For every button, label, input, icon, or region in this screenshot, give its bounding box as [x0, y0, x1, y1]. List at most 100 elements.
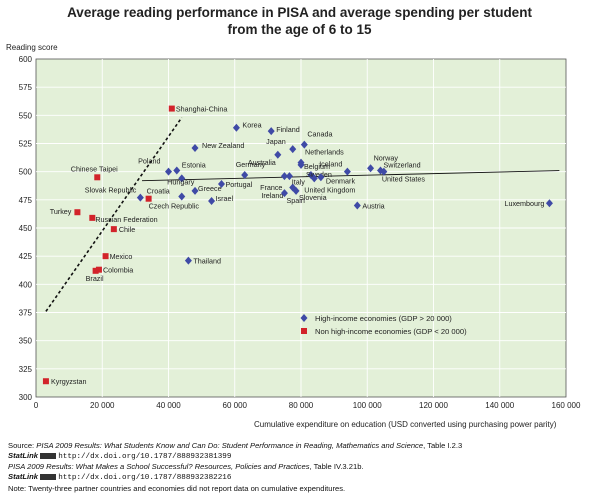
point-label: Netherlands [305, 148, 344, 157]
point-label: Portugal [226, 180, 253, 189]
statlink-label-1: StatLink [8, 451, 38, 460]
scatter-chart: 300 325 350 375 400 425 450 475 500 525 550 575 600 0… [6, 43, 581, 429]
point-label: Shanghai-China [176, 105, 228, 114]
x-tick-label: 0 [34, 401, 39, 410]
statlink-line-1: StatLink http://dx.doi.org/10.1787/88893… [8, 451, 593, 462]
point-label: Canada [307, 130, 332, 139]
data-point-high-income [300, 140, 308, 149]
point-label: Estonia [182, 161, 206, 170]
point-label: Czech Republic [149, 201, 200, 210]
y-tick-label: 600 [19, 55, 33, 64]
point-label: Spain [286, 196, 304, 205]
point-label: Russian Federation [95, 215, 157, 224]
data-point-non-high-income [92, 267, 99, 274]
statlink-url-1[interactable]: http://dx.doi.org/10.1787/888932381399 [58, 453, 232, 461]
point-label: United Kingdom [304, 185, 355, 194]
source-line-2: PISA 2009 Results: What Makes a School S… [8, 462, 593, 472]
point-label: Poland [138, 157, 160, 166]
trend-line-solid [141, 170, 560, 182]
point-label: United States [382, 175, 426, 184]
point-label: Slovak Republic [85, 186, 137, 195]
legend-non-high-square [301, 328, 307, 334]
point-label: Turkey [50, 207, 72, 216]
legend-non-high-label: Non high-income economies (GDP < 20 000) [315, 327, 467, 336]
chart-title-line2: from the age of 6 to 15 [227, 22, 372, 37]
point-label: Austria [362, 201, 384, 210]
statlink-logo-icon [40, 474, 57, 480]
data-point-high-income [208, 196, 216, 205]
y-tick-label: 300 [19, 393, 33, 402]
data-point-non-high-income [94, 174, 101, 181]
chart-title: Average reading performance in PISA and … [0, 4, 599, 38]
y-tick-label: 400 [19, 280, 33, 289]
legend-high-diamond [300, 314, 308, 322]
source-suffix-1: , Table I.2.3 [423, 441, 463, 450]
data-point-non-high-income [95, 266, 102, 273]
point-label: Germany [236, 160, 266, 169]
x-tick-label: 100 000 [353, 401, 382, 410]
point-label: New Zealand [202, 141, 244, 150]
x-tick-label: 60 000 [223, 401, 248, 410]
y-tick-label: 450 [19, 224, 33, 233]
data-point-high-income [191, 186, 199, 195]
y-tick-label: 325 [19, 365, 33, 374]
point-label: Sweden [306, 170, 332, 179]
point-label: Thailand [193, 257, 221, 266]
data-point-high-income [297, 160, 305, 169]
y-tick-label: 500 [19, 168, 33, 177]
statlink-url-2[interactable]: http://dx.doi.org/10.1787/888932382216 [58, 474, 232, 482]
y-tick-label: 425 [19, 252, 33, 261]
data-point-non-high-income [110, 226, 117, 233]
point-label: Switzerland [384, 161, 421, 170]
point-label: Colombia [103, 266, 133, 275]
data-point-high-income [191, 144, 199, 153]
y-tick-label: 550 [19, 111, 33, 120]
point-label: Norway [374, 153, 399, 162]
data-point-non-high-income [89, 214, 96, 221]
point-label: Iceland [319, 160, 342, 169]
point-label: Denmark [326, 176, 356, 185]
data-point-high-income [343, 167, 351, 176]
data-point-high-income [289, 145, 297, 154]
x-tick-label: 80 000 [289, 401, 314, 410]
point-label: Chile [119, 225, 135, 234]
data-point-high-income [380, 167, 388, 176]
data-point-high-income [285, 172, 293, 181]
source-suffix-2: , Table IV.3.21b. [309, 462, 364, 471]
data-point-non-high-income [168, 105, 175, 112]
data-point-high-income [545, 199, 553, 208]
data-point-high-income [241, 171, 249, 180]
data-point-high-income [353, 201, 361, 210]
data-point-high-income [292, 186, 300, 195]
data-point-high-income [317, 173, 325, 182]
data-point-high-income [218, 180, 225, 189]
data-point-high-income [280, 189, 288, 198]
point-label: Ireland [261, 191, 283, 200]
point-label: Hungary [167, 177, 195, 186]
chart-title-line1: Average reading performance in PISA and … [67, 5, 532, 20]
data-point-high-income [178, 192, 186, 201]
legend-high-label: High-income economies (GDP > 20 000) [315, 314, 452, 323]
y-tick-label: 350 [19, 337, 33, 346]
note-line: Note: Twenty-three partner countries and… [8, 484, 346, 493]
x-tick-label: 40 000 [156, 401, 181, 410]
data-point-high-income [367, 164, 375, 173]
point-label: France [260, 183, 282, 192]
source-title-1: PISA 2009 Results: What Students Know an… [36, 441, 424, 450]
statlink-label-2: StatLink [8, 472, 38, 481]
source-line-1: Source: PISA 2009 Results: What Students… [8, 441, 593, 451]
point-label: Italy [292, 177, 306, 186]
source-prefix: Source: [8, 441, 37, 450]
data-point-high-income [232, 123, 240, 132]
data-point-high-income [136, 193, 144, 202]
y-axis-label: Reading score [6, 43, 58, 52]
data-point-high-income [165, 167, 172, 176]
data-point-high-income [267, 127, 275, 136]
x-tick-label: 120 000 [419, 401, 448, 410]
data-point-non-high-income [102, 253, 109, 260]
point-label: Croatia [147, 187, 170, 196]
x-tick-label: 140 000 [485, 401, 514, 410]
point-label: Korea [242, 121, 261, 130]
data-point-high-income [280, 172, 288, 181]
point-label: Slovenia [299, 193, 327, 202]
